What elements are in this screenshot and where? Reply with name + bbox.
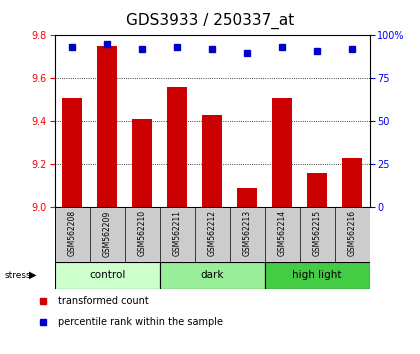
Bar [63,98,82,207]
Bar [97,46,117,207]
Bar [160,262,265,289]
Bar [168,87,187,207]
Text: GSM562213: GSM562213 [243,210,252,257]
Text: percentile rank within the sample: percentile rank within the sample [58,317,223,327]
Bar [307,173,327,207]
Bar [237,188,257,207]
Text: stress: stress [4,271,31,280]
Text: GSM562214: GSM562214 [278,210,286,257]
Bar [202,115,222,207]
Text: GSM562216: GSM562216 [348,210,357,257]
Bar [265,262,370,289]
Bar [55,262,160,289]
Text: dark: dark [200,270,224,280]
Text: GSM562209: GSM562209 [102,210,112,257]
Text: ▶: ▶ [29,270,36,280]
Bar [132,119,152,207]
Bar [273,98,292,207]
Text: high light: high light [292,270,342,280]
Text: GSM562212: GSM562212 [207,210,217,256]
Text: GSM562215: GSM562215 [312,210,322,257]
Text: GSM562211: GSM562211 [173,210,181,256]
Text: transformed count: transformed count [58,296,148,306]
Bar [342,158,362,207]
Text: GSM562208: GSM562208 [68,210,76,257]
Text: GSM562210: GSM562210 [138,210,147,257]
Text: control: control [89,270,125,280]
Text: GDS3933 / 250337_at: GDS3933 / 250337_at [126,12,294,29]
